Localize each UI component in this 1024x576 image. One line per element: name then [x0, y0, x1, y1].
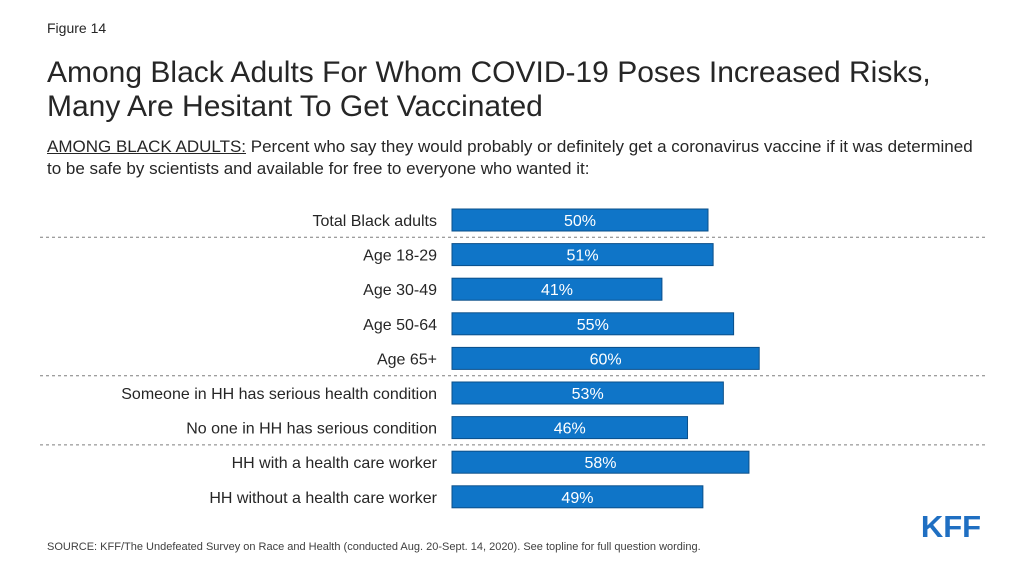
figure-label: Figure 14: [47, 20, 107, 36]
category-label: Age 18-29: [363, 248, 437, 265]
bar-value-label: 50%: [564, 213, 596, 230]
source-note: SOURCE: KFF/The Undefeated Survey on Rac…: [47, 541, 701, 553]
category-label: HH without a health care worker: [209, 490, 437, 507]
category-label: Total Black adults: [312, 213, 437, 230]
subtitle-lead: AMONG BLACK ADULTS:: [47, 137, 247, 156]
bar-value-label: 49%: [561, 490, 593, 507]
category-label: Age 65+: [377, 351, 437, 368]
bar: [451, 208, 709, 232]
bar-value-label: 58%: [584, 455, 616, 472]
kff-logo: KFF: [921, 511, 981, 541]
kff-logo-text: KFF: [921, 511, 981, 541]
bar-value-label: 41%: [541, 282, 573, 299]
bar-value-label: 51%: [567, 248, 599, 265]
bar: [451, 450, 750, 474]
bar: [451, 312, 735, 336]
bar: [451, 277, 663, 301]
category-label: HH with a health care worker: [232, 455, 438, 472]
subtitle-text: Percent who say they would probably or d…: [47, 137, 973, 178]
chart-subtitle: AMONG BLACK ADULTS: Percent who say they…: [47, 136, 977, 180]
bar-value-label: 46%: [554, 421, 586, 438]
bar-value-label: 53%: [572, 386, 604, 403]
bar: [451, 243, 714, 267]
category-label: Someone in HH has serious health conditi…: [121, 386, 437, 403]
category-label: No one in HH has serious condition: [186, 421, 437, 438]
category-label: Age 50-64: [363, 317, 437, 334]
bar: [451, 381, 724, 405]
bar-value-label: 60%: [590, 351, 622, 368]
bar: [451, 346, 760, 370]
bar: [451, 416, 689, 440]
chart-title: Among Black Adults For Whom COVID-19 Pos…: [47, 56, 931, 123]
bar: [451, 485, 704, 509]
bar-value-label: 55%: [577, 317, 609, 334]
category-label: Age 30-49: [363, 282, 437, 299]
